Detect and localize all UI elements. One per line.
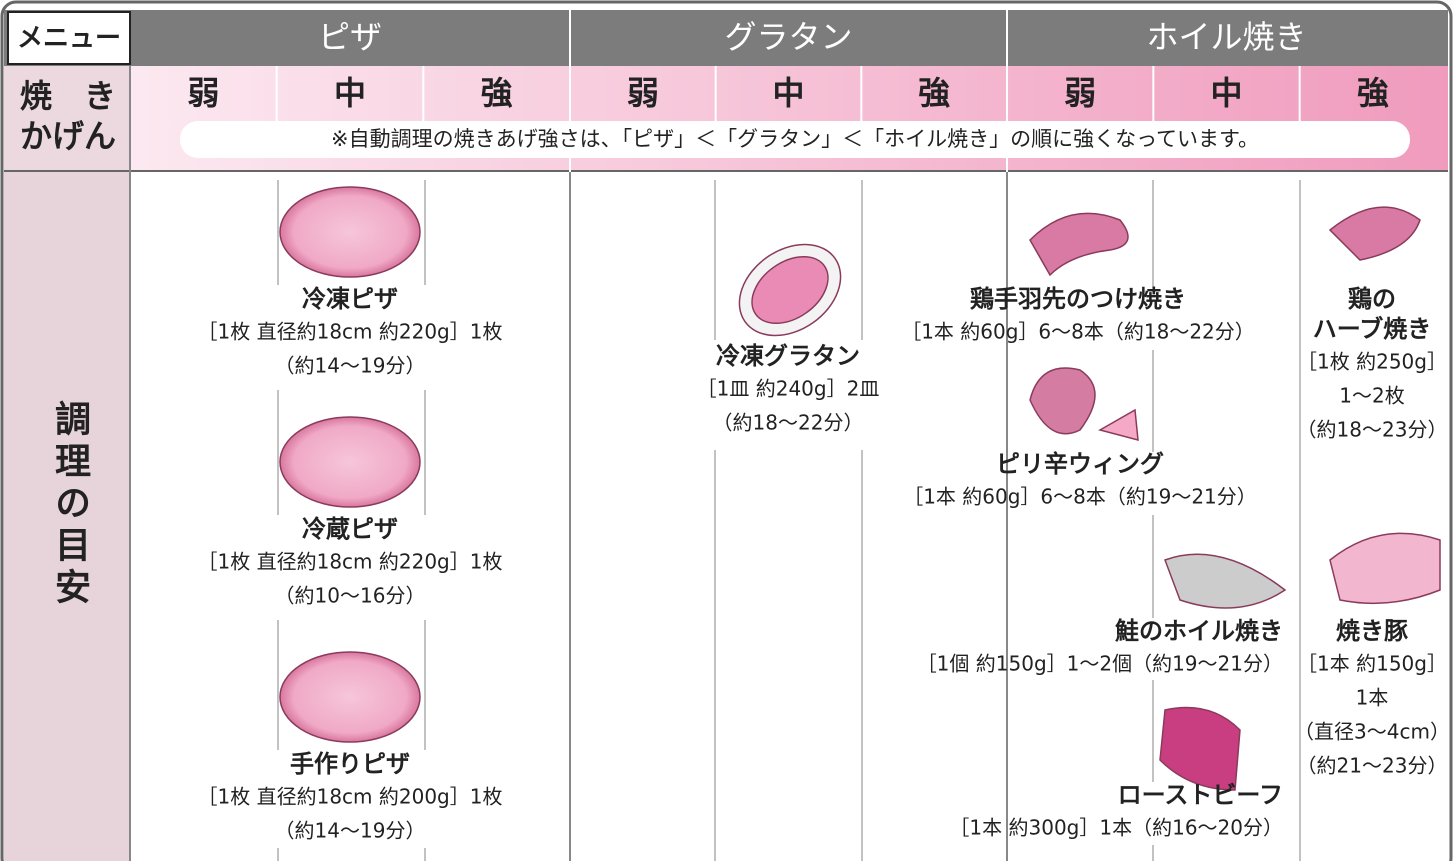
heat-label: 焼 き	[20, 77, 116, 115]
item-detail: ［1本 約60g］6〜8本（約18〜22分）	[901, 320, 1255, 344]
item-detail: ［1本 約300g］1本（約16〜20分）	[949, 816, 1283, 840]
item-detail: ［1本 約60g］6〜8本（約19〜21分）	[903, 485, 1257, 509]
item-detail: （直径3〜4cm）	[1294, 720, 1450, 744]
item-detail: 1〜2枚	[1339, 384, 1404, 408]
level-label: 強	[1357, 74, 1389, 112]
item-name: 鶏の	[1348, 285, 1396, 313]
guide-label-bg	[4, 172, 130, 861]
item-name: ローストビーフ	[1118, 781, 1283, 809]
item-name: 鮭のホイル焼き	[1115, 617, 1283, 645]
level-label: 弱	[187, 74, 219, 112]
note-pill	[180, 121, 1410, 158]
item-name: 冷凍グラタン	[716, 342, 860, 370]
item-detail: ［1皿 約240g］2皿	[697, 377, 880, 401]
level-label: 強	[918, 74, 950, 112]
menu-cell	[7, 11, 131, 65]
heat-label-bg	[4, 66, 130, 170]
heat-label: かげん	[20, 117, 116, 155]
item-name: 焼き豚	[1336, 617, 1408, 645]
menu-label: メニュー	[17, 24, 121, 54]
level-label: 強	[481, 74, 513, 112]
item-detail: （約10〜16分）	[275, 584, 426, 608]
item-detail: （約21〜23分）	[1297, 754, 1448, 778]
item-detail: ［1枚 約250g］	[1297, 350, 1447, 374]
item-name: ピリ辛ウィング	[996, 450, 1164, 478]
group-name: ホイル焼き	[1146, 18, 1306, 56]
item-detail: （約14〜19分）	[275, 819, 426, 843]
item-detail: （約14〜19分）	[275, 354, 426, 378]
level-label: 弱	[627, 74, 659, 112]
dividers	[277, 180, 1301, 861]
item-name: ハーブ焼き	[1313, 315, 1432, 343]
item-detail: ［1枚 直径約18cm 約220g］1枚	[198, 550, 503, 574]
level-label: 中	[334, 74, 366, 112]
item-detail: （約18〜23分）	[1297, 418, 1448, 442]
item-detail: ［1個 約150g］1〜2個（約19〜21分）	[917, 652, 1283, 676]
illustrations	[279, 186, 1441, 791]
item-name: 冷蔵ピザ	[302, 515, 398, 543]
item-detail: （約18〜22分）	[713, 411, 864, 435]
item-detail: ［1枚 直径約18cm 約200g］1枚	[198, 785, 503, 809]
group-name: グラタン	[724, 18, 852, 56]
guide-label: 調理の目安	[49, 400, 91, 610]
item-detail: 1本	[1356, 686, 1389, 710]
level-label: 弱	[1064, 74, 1096, 112]
group-name: ピザ	[318, 18, 382, 56]
item-name: 鶏手羽先のつけ焼き	[970, 285, 1186, 313]
level-label: 中	[772, 74, 804, 112]
item-name: 冷凍ピザ	[302, 285, 398, 313]
level-label: 中	[1210, 74, 1242, 112]
item-detail: ［1枚 直径約18cm 約220g］1枚	[198, 320, 503, 344]
note: ※自動調理の焼きあげ強さは、「ピザ」＜「グラタン」＜「ホイル焼き」の順に強くなっ…	[331, 127, 1259, 151]
item-name: 手作りピザ	[290, 750, 410, 778]
item-detail: ［1本 約150g］	[1297, 652, 1447, 676]
header-bg	[4, 10, 1448, 66]
